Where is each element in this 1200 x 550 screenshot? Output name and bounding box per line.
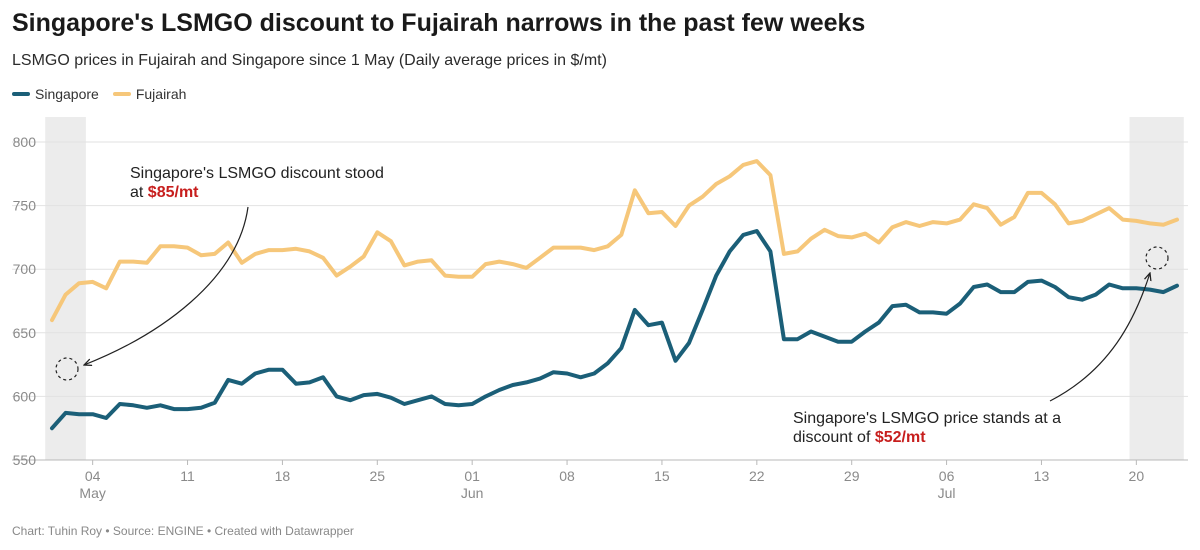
annotation-arrow [84, 206, 249, 365]
y-tick-label: 700 [13, 261, 37, 277]
legend-swatch-fujairah [112, 92, 131, 96]
x-tick-label: 25 [370, 468, 386, 484]
chart-subtitle: LSMGO prices in Fujairah and Singapore s… [12, 52, 607, 69]
gridlines [12, 141, 1188, 461]
x-tick-label: 15 [654, 468, 670, 484]
series-line-singapore [50, 229, 1179, 431]
y-axis-tick-labels: 550 600 650 700 750 800 [13, 134, 37, 468]
x-tick-label: 13 [1034, 468, 1050, 484]
legend-label-fujairah: Fujairah [135, 86, 187, 102]
annotation-highlight: $85/mt [148, 184, 199, 201]
x-tick-label: 18 [275, 468, 291, 484]
x-tick-month-label: May [79, 485, 105, 501]
annotation-arrow [1049, 273, 1150, 402]
annotation-text-segment: at [130, 184, 148, 201]
legend-item-singapore: Singapore [12, 86, 99, 102]
y-tick-label: 800 [13, 134, 37, 150]
annotation-circle [55, 357, 79, 381]
x-tick-label: 29 [844, 468, 860, 484]
legend-swatch-singapore [12, 92, 30, 96]
legend: Singapore Fujairah [12, 86, 200, 102]
annotation-text-segment: Singapore's LSMGO price stands at a [793, 410, 1061, 427]
shaded-periods [45, 117, 1184, 460]
x-tick-month-label: Jul [938, 485, 956, 501]
shaded-period [45, 117, 86, 460]
x-tick-label: 06 [939, 468, 955, 484]
x-tick-label: 08 [559, 468, 575, 484]
annotations: Singapore's LSMGO discount stood at $85/m… [55, 165, 1169, 446]
chart-title: Singapore's LSMGO discount to Fujairah n… [12, 9, 866, 37]
x-tick-label: 11 [180, 468, 195, 484]
x-tick-label: 04 [85, 468, 101, 484]
y-tick-label: 600 [13, 388, 37, 404]
x-tick-label: 20 [1129, 468, 1145, 484]
series-line-fujairah [50, 159, 1179, 323]
x-tick-month-label: Jun [461, 485, 484, 501]
annotation-text: Singapore's LSMGO discount stood at $85/m… [130, 165, 384, 201]
annotation-text: Singapore's LSMGO price stands at a disco… [793, 410, 1061, 446]
chart-footer: Chart: Tuhin Roy • Source: ENGINE • Crea… [12, 524, 354, 538]
y-tick-label: 550 [13, 452, 37, 468]
x-tick-label: 01 [464, 468, 480, 484]
y-tick-label: 650 [13, 325, 37, 341]
annotation-text-segment: Singapore's LSMGO discount stood [130, 165, 384, 182]
legend-item-fujairah: Fujairah [112, 86, 187, 102]
y-tick-label: 750 [13, 198, 37, 214]
legend-label-singapore: Singapore [35, 86, 99, 102]
series-lines [50, 159, 1179, 431]
annotation-circle [1145, 246, 1169, 270]
annotation-highlight: $52/mt [875, 429, 926, 446]
x-tick-label: 22 [749, 468, 765, 484]
annotation-text-segment: discount of [793, 429, 875, 446]
